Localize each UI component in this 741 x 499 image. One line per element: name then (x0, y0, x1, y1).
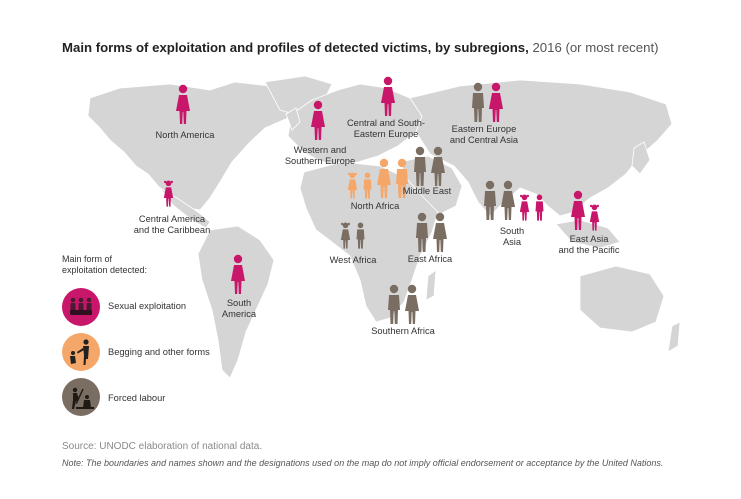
woman-icon (230, 254, 246, 301)
region-icons-central-south-eastern-europe (380, 76, 396, 123)
girl-icon (588, 204, 601, 237)
sexual-exploitation-icon (62, 288, 100, 326)
region-label-central-south-eastern-europe: Central and South- Eastern Europe (340, 118, 432, 140)
region-icons-north-africa (346, 158, 410, 205)
map-title: Main forms of exploitation and profiles … (62, 40, 659, 55)
woman-icon (570, 190, 586, 237)
boy-icon (533, 194, 546, 227)
legend-label-sexual: Sexual exploitation (108, 301, 186, 311)
region-label-west-africa: West Africa (325, 255, 381, 266)
region-label-southern-africa: Southern Africa (365, 326, 442, 337)
land-new-zealand (668, 322, 680, 352)
legend-label-forced: Forced labour (108, 393, 165, 403)
disclaimer-note: Note: The boundaries and names shown and… (62, 458, 702, 469)
land-australia (580, 266, 664, 332)
region-icons-east-africa (414, 212, 448, 259)
woman-icon (376, 158, 392, 205)
man-icon (482, 180, 498, 227)
girl-icon (518, 194, 531, 227)
begging-icon (62, 333, 100, 371)
region-icons-south-america (230, 254, 246, 301)
man-icon (470, 82, 486, 129)
woman-icon (175, 84, 191, 131)
land-north-america (88, 82, 295, 210)
woman-icon (380, 76, 396, 123)
boy-icon (354, 222, 367, 255)
source-note: Source: UNODC elaboration of national da… (62, 441, 262, 452)
title-main: Main forms of exploitation and profiles … (62, 40, 529, 55)
region-label-north-america: North America (152, 130, 218, 141)
man-icon (414, 212, 430, 259)
man-icon (394, 158, 410, 205)
girl-icon (339, 222, 352, 255)
region-label-middle-east: Middle East (399, 186, 455, 197)
woman-icon (432, 212, 448, 259)
legend-label-begging: Begging and other forms (108, 347, 210, 357)
region-icons-east-asia-pacific (570, 190, 601, 237)
region-label-eastern-europe-central-asia: Eastern Europe and Central Asia (443, 124, 525, 146)
region-label-central-america: Central America and the Caribbean (129, 214, 216, 236)
region-label-east-asia-pacific: East Asia and the Pacific (551, 234, 628, 256)
region-icons-western-southern-europe (310, 100, 326, 147)
girl-icon (162, 180, 175, 213)
legend-title: Main form of exploitation detected: (62, 254, 147, 276)
region-icons-central-america (162, 180, 175, 213)
woman-icon (500, 180, 516, 227)
man-icon (386, 284, 402, 331)
region-icons-west-africa (339, 222, 367, 255)
land-madagascar (426, 270, 436, 300)
forced-labour-icon (62, 378, 100, 416)
woman-icon (488, 82, 504, 129)
woman-icon (310, 100, 326, 147)
region-label-north-africa: North Africa (344, 201, 405, 212)
woman-icon (404, 284, 420, 331)
region-label-south-asia: South Asia (499, 226, 525, 248)
region-label-east-africa: East Africa (402, 254, 458, 265)
region-icons-south-asia (482, 180, 546, 227)
region-label-south-america: South America (221, 298, 257, 320)
region-icons-southern-africa (386, 284, 420, 331)
title-year: 2016 (or most recent) (532, 40, 658, 55)
region-icons-eastern-europe-central-asia (470, 82, 504, 129)
region-icons-north-america (175, 84, 191, 131)
